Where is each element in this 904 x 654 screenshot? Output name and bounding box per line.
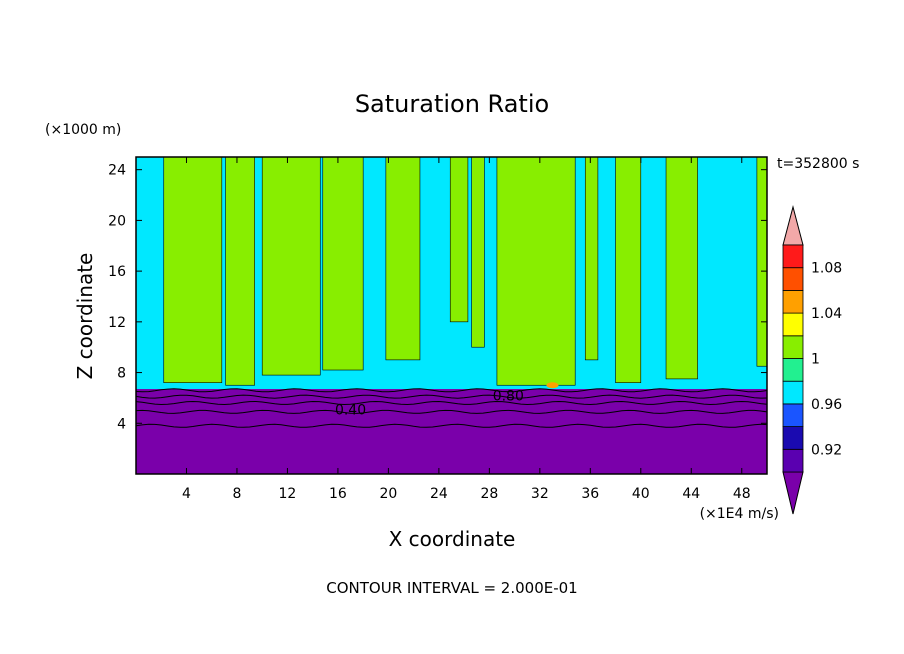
saturation-field: [136, 156, 768, 474]
colorbar-swatch: [782, 289, 804, 314]
y-axis-label: Z coordinate: [73, 253, 97, 380]
y-tick-label: 12: [108, 315, 126, 331]
supersaturated-plume: [385, 156, 421, 361]
colorbar-label: 0.96: [811, 397, 842, 413]
contour-line: [135, 394, 768, 399]
y-axis-unit: (×1000 m): [45, 122, 121, 138]
x-tick-label: 48: [733, 486, 751, 502]
x-axis-label: X coordinate: [389, 527, 516, 551]
x-tick-label: 16: [329, 486, 347, 502]
contour-line: [135, 388, 768, 393]
colorbar-swatch: [782, 426, 804, 450]
chart-title: Saturation Ratio: [355, 90, 549, 118]
x-tick-label: 32: [531, 486, 549, 502]
plot-frame: [135, 156, 768, 475]
colorbar-swatch: [782, 312, 804, 337]
x-tick-label: 4: [182, 486, 191, 502]
colorbar-swatch: [782, 403, 804, 427]
colorbar: 1.08 1.04 1 0.96 0.92: [782, 205, 842, 515]
contour-interval-footer: CONTOUR INTERVAL = 2.000E-01: [326, 579, 577, 597]
colorbar-swatch: [782, 380, 804, 405]
x-tick-label: 8: [232, 486, 241, 502]
y-tick-label: 24: [108, 163, 126, 179]
x-tick-label: 40: [632, 486, 650, 502]
supersaturated-plume: [322, 156, 364, 371]
contour-line: [135, 409, 768, 414]
y-tick-label: 8: [117, 366, 126, 382]
contour-line: [135, 400, 768, 406]
colorbar-swatch: [782, 244, 804, 269]
x-tick-label: 36: [581, 486, 599, 502]
x-tick-label: 12: [279, 486, 297, 502]
supersaturated-plume: [261, 156, 321, 376]
y-tick-label: 16: [108, 264, 126, 280]
colorbar-swatch: [782, 267, 804, 291]
contour-line: [135, 423, 768, 428]
colorbar-over-arrow: [782, 205, 804, 246]
x-tick-label: 28: [480, 486, 498, 502]
x-axis-ticks: 4 8 12 16 20 24 28 32 36 40 44 48: [182, 157, 751, 502]
colorbar-label: 1.04: [811, 306, 842, 322]
supersaturated-plume: [756, 156, 768, 367]
time-label: t=352800 s: [777, 156, 859, 172]
colorbar-label: 0.92: [811, 442, 842, 458]
supersaturated-plume: [163, 156, 223, 384]
colorbar-swatch: [782, 448, 804, 473]
contour-label: 0.80: [493, 388, 524, 404]
supersaturated-plume: [615, 156, 642, 384]
colorbar-label: 1: [811, 352, 820, 368]
supersaturated-plume: [471, 156, 485, 348]
colorbar-label: 1.08: [811, 261, 842, 277]
contour-labels: 0.40 0.80: [335, 388, 524, 418]
supersaturated-patch: [546, 382, 559, 389]
x-tick-label: 24: [430, 486, 448, 502]
x-tick-label: 44: [682, 486, 700, 502]
y-tick-label: 20: [108, 213, 126, 229]
y-tick-label: 4: [117, 416, 126, 432]
contour-lines: [135, 388, 768, 428]
x-tick-label: 20: [379, 486, 397, 502]
supersaturated-plume: [584, 156, 599, 361]
x-axis-unit: (×1E4 m/s): [700, 506, 779, 522]
colorbar-under-arrow: [782, 471, 804, 515]
plot-area: 0.40 0.80: [135, 156, 768, 475]
colorbar-swatch: [782, 335, 804, 359]
supersaturated-plume: [665, 156, 698, 380]
colorbar-swatch: [782, 358, 804, 382]
supersaturated-plume: [449, 156, 469, 323]
supersaturated-plume: [496, 156, 576, 386]
y-axis-ticks: 4 8 12 16 20 24: [108, 163, 767, 432]
contour-label: 0.40: [335, 402, 366, 418]
supersaturated-plume: [225, 156, 255, 386]
